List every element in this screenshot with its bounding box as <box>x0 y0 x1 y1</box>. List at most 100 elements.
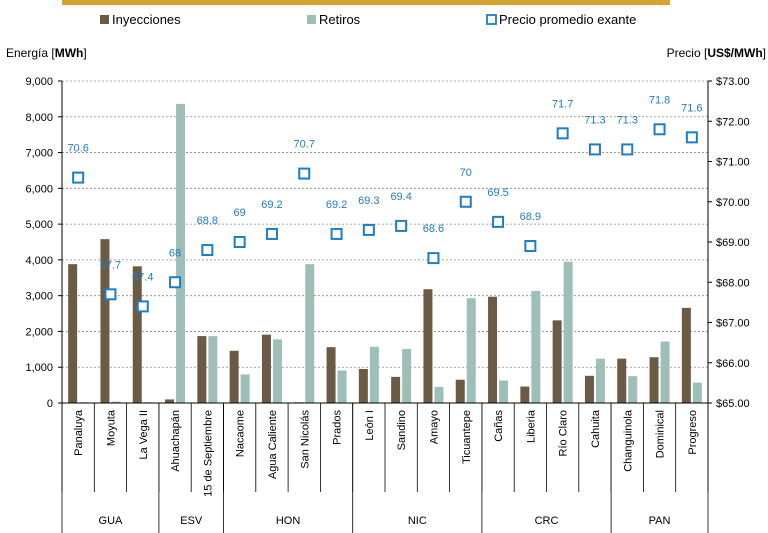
y-left-tick-label: 2,000 <box>25 326 53 338</box>
bar-inyecciones <box>197 336 206 403</box>
category-label: Dominical <box>655 410 667 458</box>
bar-retiros <box>370 347 379 403</box>
group-label: PAN <box>649 515 671 527</box>
bar-inyecciones <box>456 380 465 403</box>
y-left-tick-label: 0 <box>47 398 53 410</box>
category-label: Río Claro <box>558 410 570 456</box>
y-left-tick-label: 4,000 <box>25 255 53 267</box>
bar-inyecciones <box>68 264 77 403</box>
price-data-label: 69.5 <box>487 187 508 199</box>
bar-retiros <box>564 262 573 403</box>
bar-retiros <box>467 298 476 403</box>
legend-swatch-retiros <box>307 15 316 24</box>
price-marker <box>170 277 180 287</box>
price-data-label: 68 <box>169 247 181 259</box>
price-data-label: 67.4 <box>132 271 153 283</box>
y-right-tick-label: $65.00 <box>716 398 750 410</box>
price-data-label: 70.6 <box>67 143 88 155</box>
price-marker <box>655 124 665 134</box>
price-data-label: 70 <box>460 167 472 179</box>
category-label: Moyuta <box>105 409 117 446</box>
price-data-label: 71.6 <box>681 102 702 114</box>
price-data-label: 68.9 <box>520 211 541 223</box>
gridlines <box>62 81 708 367</box>
bar-inyecciones <box>133 266 142 403</box>
legend: Inyecciones Retiros Precio promedio exan… <box>100 12 636 27</box>
price-marker <box>525 241 535 251</box>
bar-retiros <box>628 376 637 403</box>
price-marker <box>73 173 83 183</box>
bar-inyecciones <box>520 387 529 403</box>
price-data-label: 69 <box>234 207 246 219</box>
bar-retiros <box>305 264 314 403</box>
price-marker <box>235 237 245 247</box>
bar-inyecciones <box>262 335 271 403</box>
bar-retiros <box>531 291 540 403</box>
category-label: San Nicolás <box>299 410 311 469</box>
bar-retiros <box>402 349 411 403</box>
bar-retiros <box>241 374 250 403</box>
legend-swatch-precio <box>487 15 496 24</box>
category-label: Amayo <box>428 410 440 444</box>
bar-inyecciones <box>585 376 594 403</box>
price-marker <box>138 301 148 311</box>
bar-inyecciones <box>423 289 432 403</box>
y-left-tick-label: 3,000 <box>25 291 53 303</box>
y-right-tick-label: $70.00 <box>716 197 750 209</box>
category-label: Progreso <box>687 410 699 455</box>
y-left-tick-label: 7,000 <box>25 148 53 160</box>
y-left-title-unit: MWh <box>55 46 84 60</box>
price-marker <box>428 253 438 263</box>
group-label: NIC <box>408 515 427 527</box>
legend-label-retiros: Retiros <box>319 12 361 27</box>
y-right-title-suffix: ] <box>763 46 766 60</box>
category-label: Prados <box>332 410 344 445</box>
category-label: Changuinola <box>622 409 634 472</box>
y-right-tick-label: $72.00 <box>716 116 750 128</box>
bar-inyecciones <box>327 347 336 403</box>
bar-retiros <box>596 359 605 403</box>
title-banner <box>62 0 670 5</box>
y-left-title-prefix: Energía [ <box>6 46 55 60</box>
price-data-label: 69.2 <box>261 199 282 211</box>
y-right-tick-label: $67.00 <box>716 318 750 330</box>
price-marker <box>461 197 471 207</box>
bar-inyecciones <box>488 297 497 403</box>
y-right-title-unit: US$/MWh <box>707 46 762 60</box>
price-marker <box>396 221 406 231</box>
group-label: ESV <box>180 515 203 527</box>
group-label: GUA <box>99 515 124 527</box>
bar-inyecciones <box>359 369 368 403</box>
category-label: León I <box>364 410 376 441</box>
bar-retiros <box>208 336 217 403</box>
y-left-tick-label: 1,000 <box>25 362 53 374</box>
price-data-label: 70.7 <box>294 139 315 151</box>
price-marker <box>622 144 632 154</box>
price-marker <box>590 144 600 154</box>
category-label: La Vega II <box>138 410 150 460</box>
y-left-tick-label: 8,000 <box>25 112 53 124</box>
bar-retiros <box>338 370 347 403</box>
price-data-label: 67.7 <box>100 259 121 271</box>
price-marker <box>558 128 568 138</box>
price-data-label: 69.2 <box>326 199 347 211</box>
category-label: 15 de Septiembre <box>202 410 214 497</box>
category-label: Ahuachapán <box>170 410 182 472</box>
y-right-tick-label: $73.00 <box>716 76 750 88</box>
price-markers-layer: 70.6 67.7 67.4 68 68.8 69 69.2 70.7 69.2 69.3 69.4… <box>67 94 702 311</box>
y-left-axis: 0 1,000 2,000 3,000 4,000 5,000 6,000 7,000 8,00… <box>25 76 62 410</box>
legend-label-precio: Precio promedio exante <box>499 12 636 27</box>
category-label: Cañas <box>493 410 505 442</box>
price-data-label: 68.8 <box>197 215 218 227</box>
bar-inyecciones <box>230 351 239 403</box>
legend-label-inyecciones: Inyecciones <box>112 12 181 27</box>
bar-inyecciones <box>617 359 626 403</box>
y-right-tick-label: $68.00 <box>716 277 750 289</box>
price-data-label: 71.7 <box>552 98 573 110</box>
y-right-axis-title: Precio [US$/MWh] <box>667 46 766 60</box>
price-marker <box>202 245 212 255</box>
price-marker <box>364 225 374 235</box>
group-label: CRC <box>535 515 559 527</box>
y-right-tick-label: $71.00 <box>716 157 750 169</box>
price-marker <box>105 289 115 299</box>
